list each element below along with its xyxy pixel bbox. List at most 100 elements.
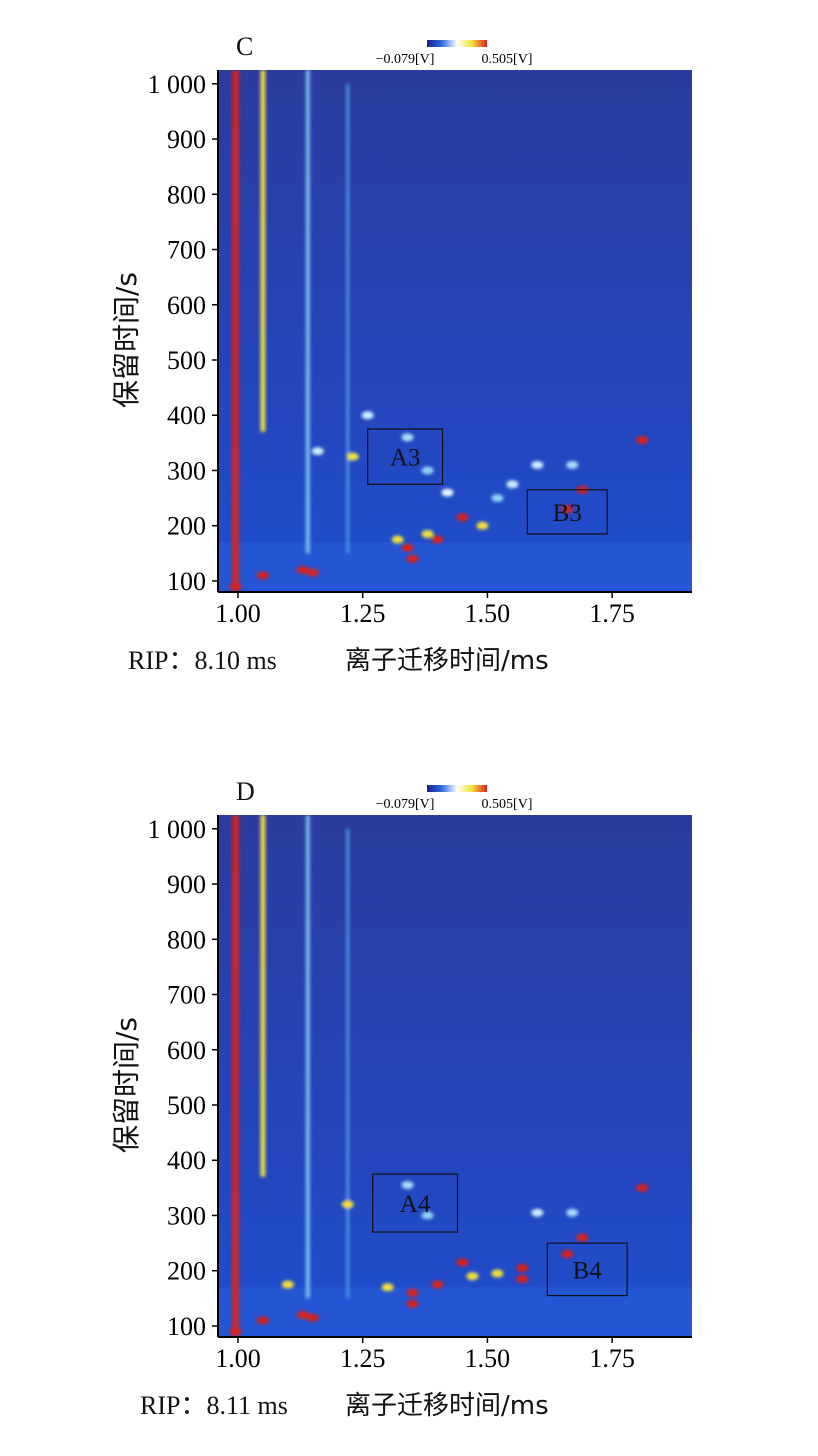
- rip-label: RIP：8.10 ms: [128, 646, 277, 675]
- signal-spot: [516, 1263, 529, 1272]
- signal-spot: [516, 1275, 529, 1283]
- heatmap-area: [218, 70, 692, 592]
- x-tick-label: 1.25: [340, 1344, 386, 1373]
- region-label: A4: [400, 1191, 431, 1218]
- y-tick-label: 400: [167, 401, 206, 430]
- heatmap-background: [218, 70, 692, 592]
- rip-label: RIP：8.11 ms: [140, 1391, 288, 1420]
- signal-spot: [431, 1280, 444, 1289]
- heatmap-plot: 100 200 300 400 500 600 700 800 900 1 000 1.00 1.25…: [148, 785, 692, 1373]
- signal-spot: [576, 1233, 589, 1242]
- signal-spot: [561, 505, 574, 514]
- signal-spot: [636, 436, 649, 445]
- signal-spot: [346, 452, 359, 461]
- panel-label: C: [236, 32, 254, 61]
- x-tick-label: 1.75: [589, 1344, 635, 1373]
- signal-spot: [476, 521, 489, 530]
- signal-spot: [491, 1269, 504, 1278]
- signal-spot: [401, 543, 414, 552]
- signal-spot: [296, 565, 309, 574]
- signal-spot: [281, 1280, 294, 1289]
- signal-spot: [456, 513, 469, 522]
- region-box: [546, 1242, 628, 1297]
- x-tick-label: 1.50: [465, 599, 511, 628]
- signal-streak: [346, 83, 350, 554]
- y-tick-label: 600: [167, 1036, 206, 1065]
- y-tick-label: 900: [167, 870, 206, 899]
- y-tick-label: 600: [167, 291, 206, 320]
- y-tick-label: 800: [167, 180, 206, 209]
- signal-spot: [406, 554, 419, 563]
- signal-spot: [341, 1200, 354, 1209]
- signal-streak: [305, 70, 310, 554]
- heatmap-area: [218, 815, 692, 1337]
- signal-spot: [256, 571, 269, 580]
- x-tick-label: 1.00: [215, 599, 261, 628]
- signal-streak: [260, 815, 266, 1177]
- signal-spot: [466, 1272, 479, 1281]
- signal-spot: [456, 1258, 469, 1267]
- signal-spot: [421, 1211, 434, 1220]
- y-tick-label: 200: [167, 1257, 206, 1286]
- signal-spot: [391, 535, 404, 544]
- signal-streak: [305, 815, 310, 1299]
- region-box: [372, 1173, 459, 1233]
- y-tick-label: 800: [167, 925, 206, 954]
- y-tick-label: 200: [167, 512, 206, 541]
- heatmap-panel-d: D 保留时间/s 100 200 300 400 500 600 700 800 900 1 00…: [0, 745, 818, 1445]
- y-tick-label: 500: [167, 346, 206, 375]
- panel-label: D: [236, 777, 255, 806]
- colorbar: [427, 40, 487, 47]
- heatmap-plot: 100 200 300 400 500 600 700 800 900 1 000 1.00 1.25…: [148, 40, 692, 628]
- x-tick-label: 1.75: [589, 599, 635, 628]
- signal-spot: [431, 535, 444, 544]
- signal-spot: [229, 1327, 242, 1336]
- signal-spot: [566, 1208, 579, 1217]
- y-tick-label: 700: [167, 236, 206, 265]
- signal-spot: [256, 1316, 269, 1325]
- signal-spot: [566, 460, 579, 469]
- signal-streak: [346, 828, 350, 1299]
- y-tick-label: 1 000: [148, 815, 207, 844]
- y-tick-label: 300: [167, 456, 206, 485]
- heatmap-background: [218, 815, 692, 1337]
- signal-spot: [296, 1310, 309, 1319]
- x-tick-label: 1.00: [215, 1344, 261, 1373]
- lower-band: [218, 542, 692, 592]
- signal-spot: [381, 1283, 394, 1292]
- y-tick-label: 900: [167, 125, 206, 154]
- signal-spot: [421, 530, 434, 538]
- y-tick-label: 500: [167, 1091, 206, 1120]
- x-tick-label: 1.25: [340, 599, 386, 628]
- region-box: [526, 489, 608, 535]
- region-label: B3: [553, 500, 582, 527]
- signal-spot: [561, 1250, 574, 1259]
- signal-spot: [531, 1208, 544, 1217]
- region-label: A3: [390, 445, 421, 472]
- colorbar-max-label: 0.505[V]: [482, 797, 533, 812]
- x-axis-label: 离子迁移时间/ms: [345, 1391, 549, 1421]
- signal-spot: [401, 1181, 414, 1190]
- region-box: [367, 428, 444, 485]
- signal-spot: [306, 568, 319, 577]
- heatmap-panel-c: C 保留时间/s 100 200 300 400 500 600 700 800 900 1 00…: [0, 0, 818, 700]
- y-tick-label: 400: [167, 1146, 206, 1175]
- signal-spot: [636, 1183, 649, 1192]
- colorbar-min-label: −0.079[V]: [376, 52, 435, 67]
- y-tick-label: 100: [167, 567, 206, 596]
- y-tick-label: 700: [167, 981, 206, 1010]
- colorbar-max-label: 0.505[V]: [482, 52, 533, 67]
- colorbar: [427, 785, 487, 792]
- signal-streak: [231, 70, 239, 592]
- signal-spot: [441, 488, 454, 497]
- signal-spot: [531, 460, 544, 469]
- signal-spot: [306, 1313, 319, 1322]
- signal-spot: [361, 411, 374, 420]
- y-tick-label: 100: [167, 1312, 206, 1341]
- y-tick-label: 1 000: [148, 70, 207, 99]
- signal-spot: [311, 447, 324, 456]
- x-axis-label: 离子迁移时间/ms: [345, 646, 549, 676]
- signal-spot: [406, 1288, 419, 1297]
- signal-spot: [421, 466, 434, 475]
- signal-streak: [260, 70, 266, 432]
